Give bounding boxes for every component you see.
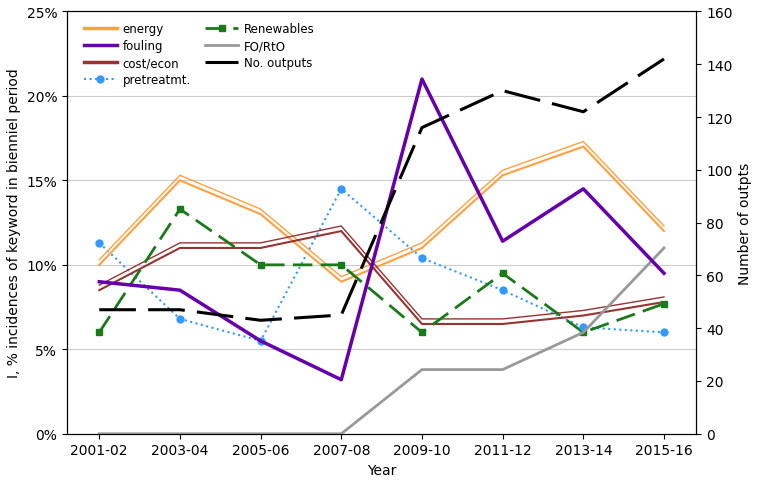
X-axis label: Year: Year [367,463,396,477]
Y-axis label: Number of outpts: Number of outpts [738,162,752,284]
Legend: energy, fouling, cost/econ, pretreatmt., Renewables, FO/RtO, No. outputs: energy, fouling, cost/econ, pretreatmt.,… [79,18,320,92]
Y-axis label: I, % incidences of keyword in bienniel period: I, % incidences of keyword in bienniel p… [7,69,21,378]
